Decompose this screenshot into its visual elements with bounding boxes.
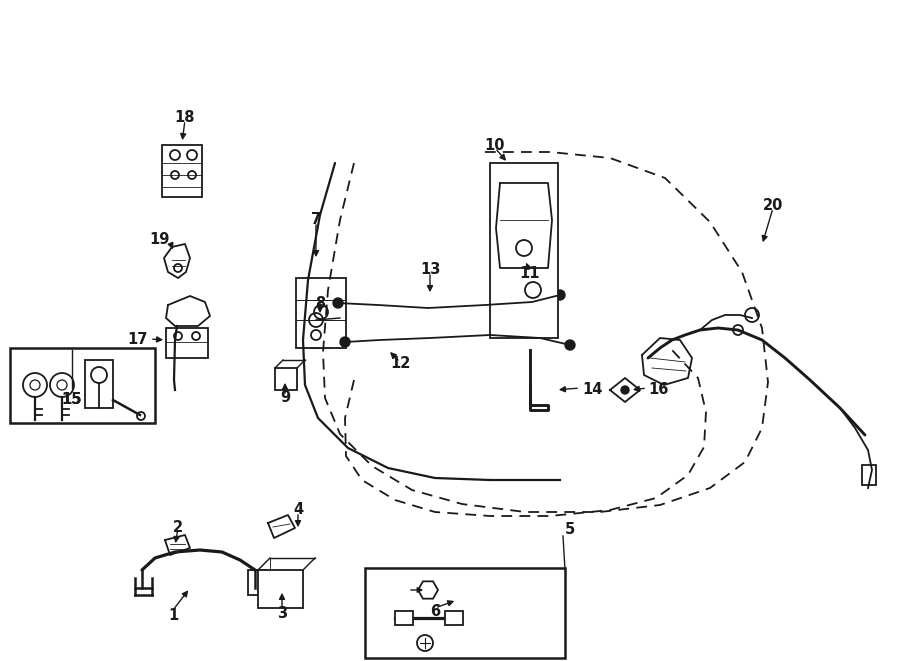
Text: 12: 12 [390,356,410,371]
Text: 2: 2 [173,520,183,535]
Text: 3: 3 [277,607,287,621]
Text: 15: 15 [62,393,82,407]
Text: 4: 4 [292,502,303,518]
Bar [10,348,155,423]
Bar [395,611,413,625]
Text: 6: 6 [430,605,440,619]
Text: 17: 17 [128,332,148,348]
Text: 5: 5 [565,522,575,537]
Circle shape [565,340,575,350]
Circle shape [333,298,343,308]
Bar [275,368,297,390]
Bar [365,568,565,658]
Text: 20: 20 [763,198,783,212]
Circle shape [555,290,565,300]
Text: 19: 19 [149,233,170,247]
Text: 13: 13 [419,262,440,278]
Circle shape [621,386,629,394]
Bar [162,145,202,197]
Text: 18: 18 [175,110,195,124]
Text: 7: 7 [310,212,321,227]
Bar [490,163,558,338]
Bar [166,328,208,358]
Text: 16: 16 [648,383,669,397]
Bar [445,611,463,625]
Circle shape [340,337,350,347]
Bar [248,570,266,595]
Polygon shape [418,581,438,599]
Text: 15: 15 [62,393,82,407]
Text: 8: 8 [315,295,325,311]
Text: 14: 14 [582,383,602,397]
Bar [862,465,876,485]
Bar [85,360,113,408]
Text: 11: 11 [520,266,540,280]
Text: 10: 10 [485,137,505,153]
Text: 9: 9 [280,391,290,405]
Bar [296,278,346,348]
Text: 1: 1 [168,607,178,623]
Bar [258,570,303,608]
